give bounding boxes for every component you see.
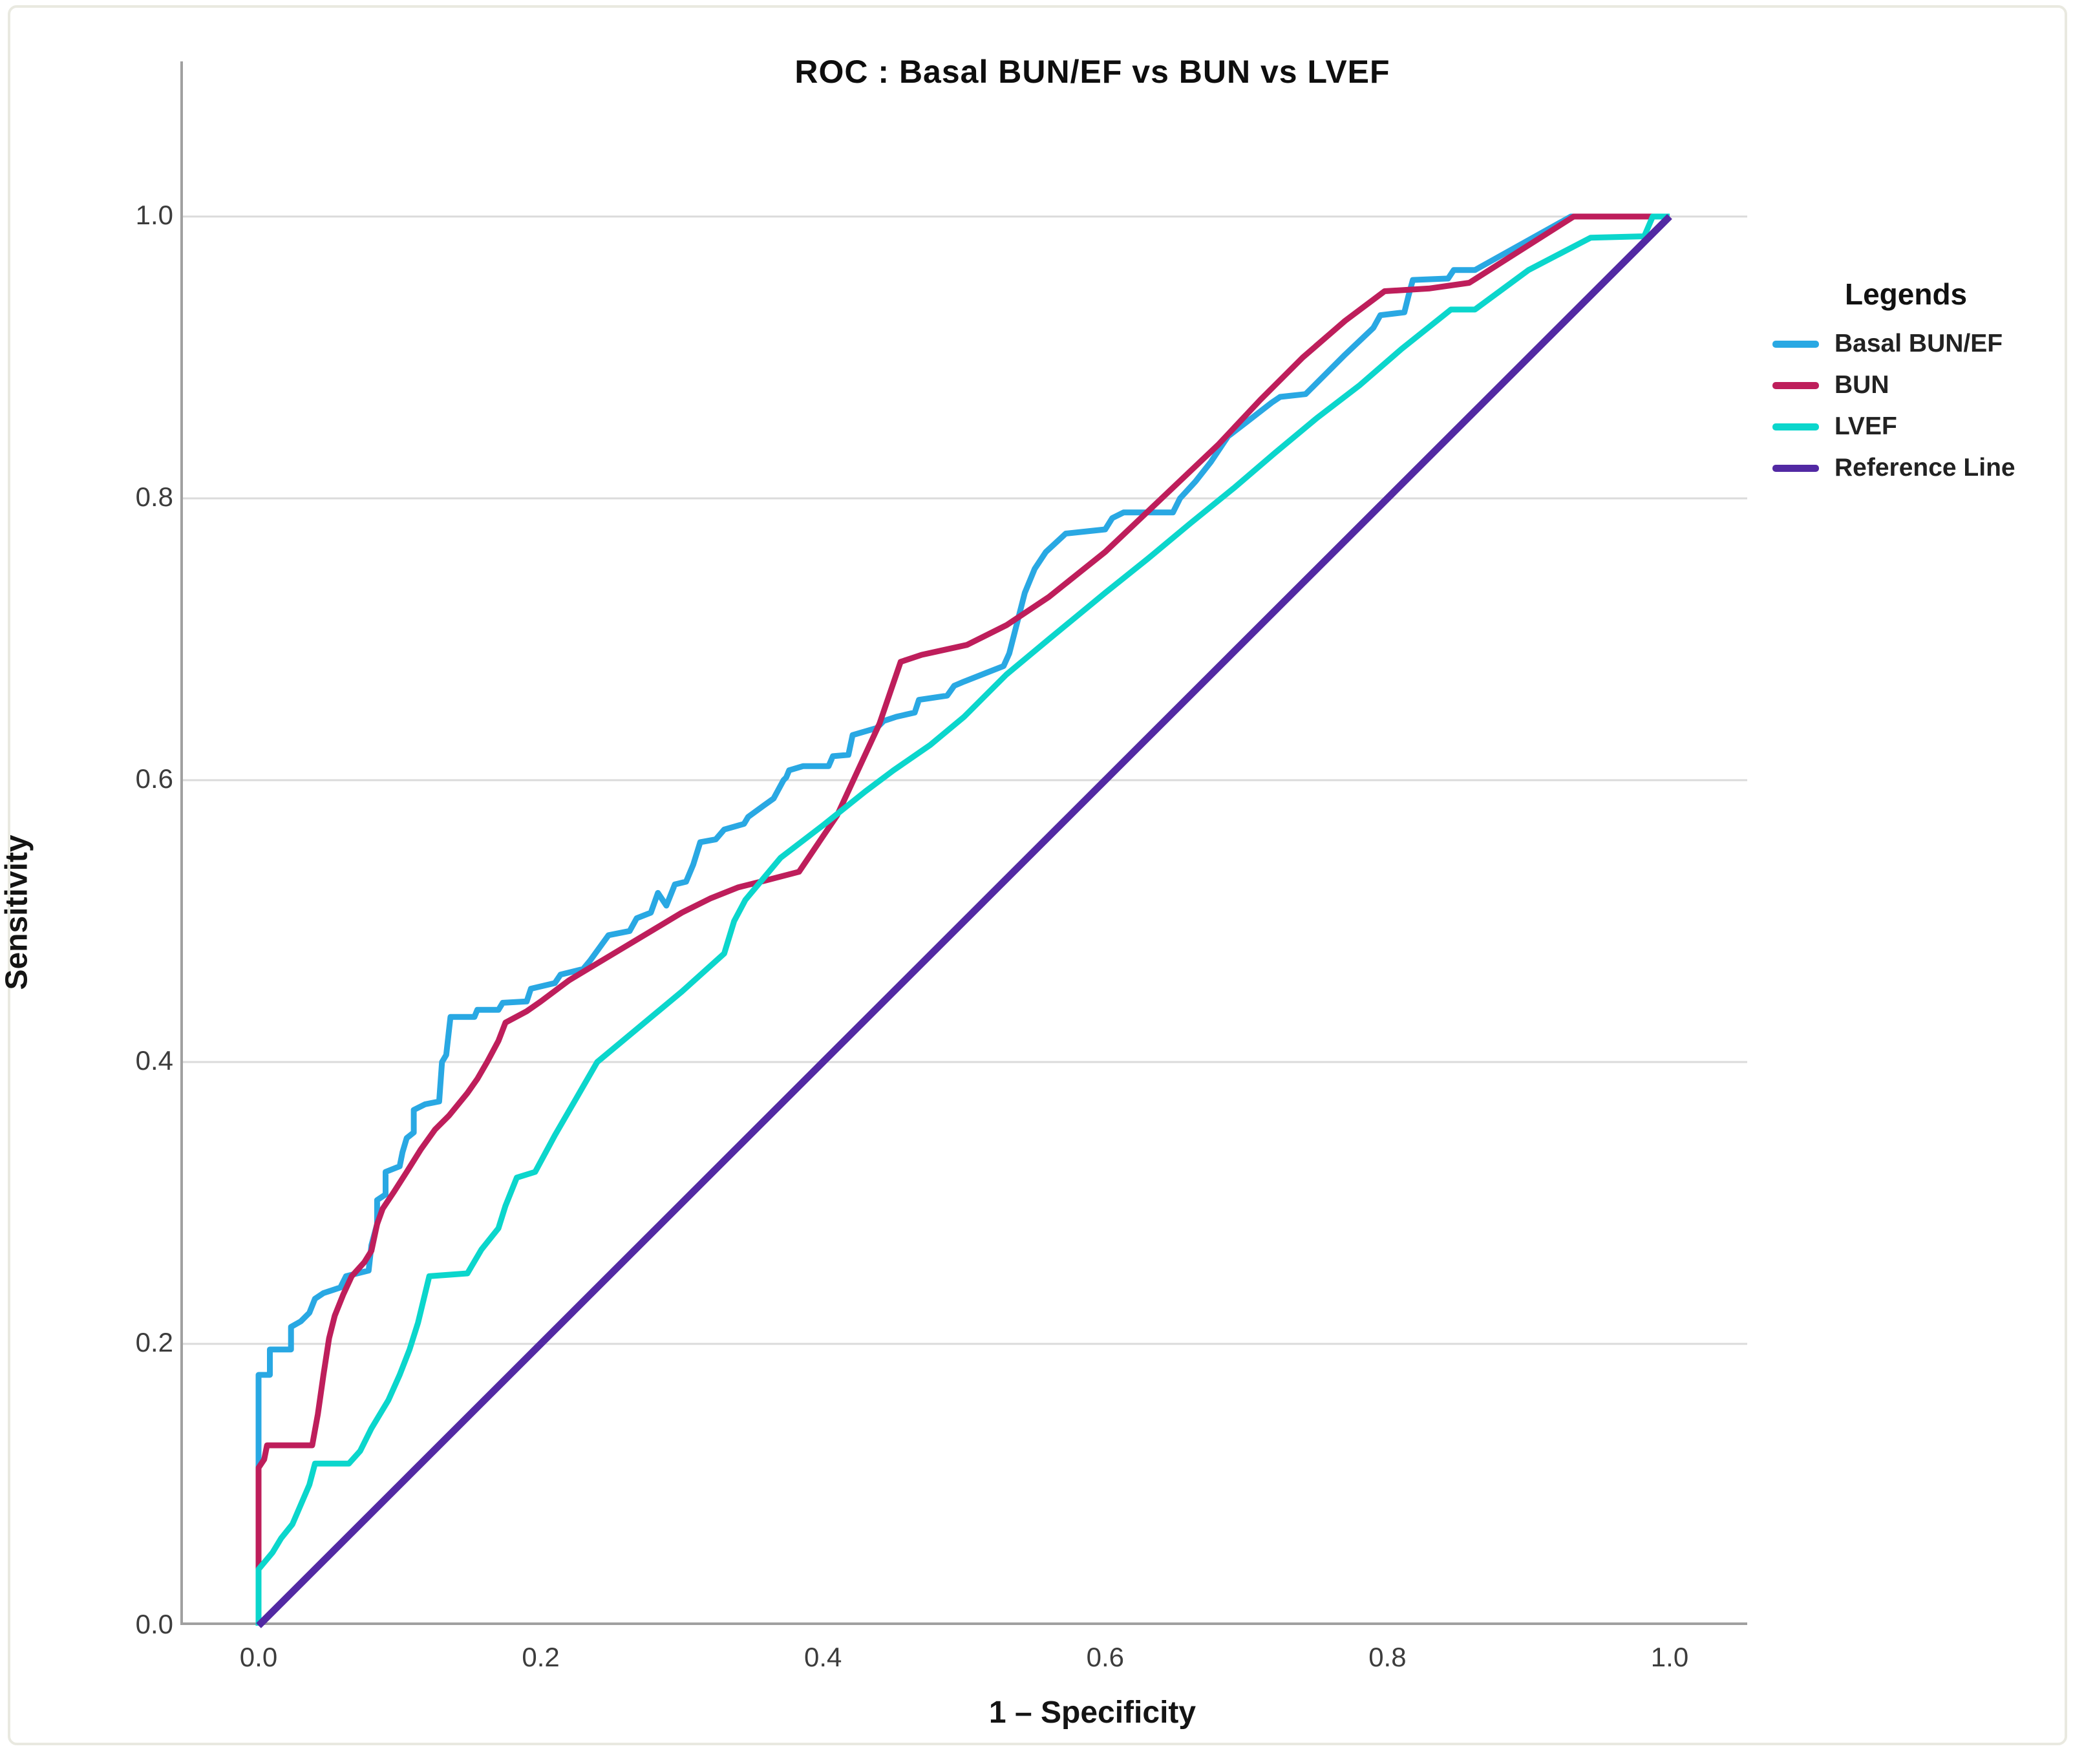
- y-axis-title: Sensitivity: [0, 834, 34, 990]
- x-axis-title: 1 – Specificity: [988, 1695, 1196, 1730]
- figure-border-frame: [8, 5, 2067, 1745]
- bun-line-swatch: [1772, 381, 1819, 389]
- chart-title: ROC : Basal BUN/EF vs BUN vs LVEF: [794, 54, 1390, 90]
- y-tick-label-1.0: 1.0: [135, 200, 173, 230]
- legend-item-reference-line: Reference Line: [1772, 447, 2057, 489]
- x-tick-label-0.8: 0.8: [1368, 1642, 1407, 1672]
- legend-label: Reference Line: [1834, 454, 2015, 482]
- curve-reference-line: [256, 214, 1672, 1628]
- y-tick-label-0.2: 0.2: [135, 1327, 173, 1357]
- legend-label: Basal BUN/EF: [1834, 330, 2003, 357]
- legend-item-bun: BUN: [1772, 365, 2057, 406]
- y-tick-label-0.8: 0.8: [135, 482, 173, 512]
- legend-item-lvef: LVEF: [1772, 406, 2057, 447]
- curve-lvef: [255, 213, 1670, 1626]
- legend-label: BUN: [1834, 371, 1889, 399]
- legend: Legends Basal BUN/EF BUN LVEF Reference …: [1772, 277, 2057, 489]
- x-tick-label-0.6: 0.6: [1086, 1642, 1124, 1672]
- reference-line-swatch: [1772, 464, 1819, 472]
- basal-bun-ef-line-swatch: [1772, 340, 1819, 348]
- x-tick-label-0.0: 0.0: [239, 1642, 278, 1672]
- x-tick-label-1.0: 1.0: [1650, 1642, 1689, 1672]
- y-tick-label-0.0: 0.0: [135, 1609, 173, 1639]
- lvef-line-swatch: [1772, 423, 1819, 430]
- curve-bun: [255, 213, 1670, 1626]
- curve-basal-bun-ef: [255, 213, 1670, 1626]
- legend-title: Legends: [1845, 277, 1968, 311]
- legend-item-basal-bun-ef: Basal BUN/EF: [1772, 323, 2057, 365]
- x-tick-label-0.4: 0.4: [803, 1642, 842, 1672]
- y-tick-label-0.4: 0.4: [135, 1045, 173, 1076]
- y-tick-label-0.6: 0.6: [135, 763, 173, 794]
- x-tick-label-0.2: 0.2: [522, 1642, 560, 1672]
- legend-label: LVEF: [1834, 412, 1897, 440]
